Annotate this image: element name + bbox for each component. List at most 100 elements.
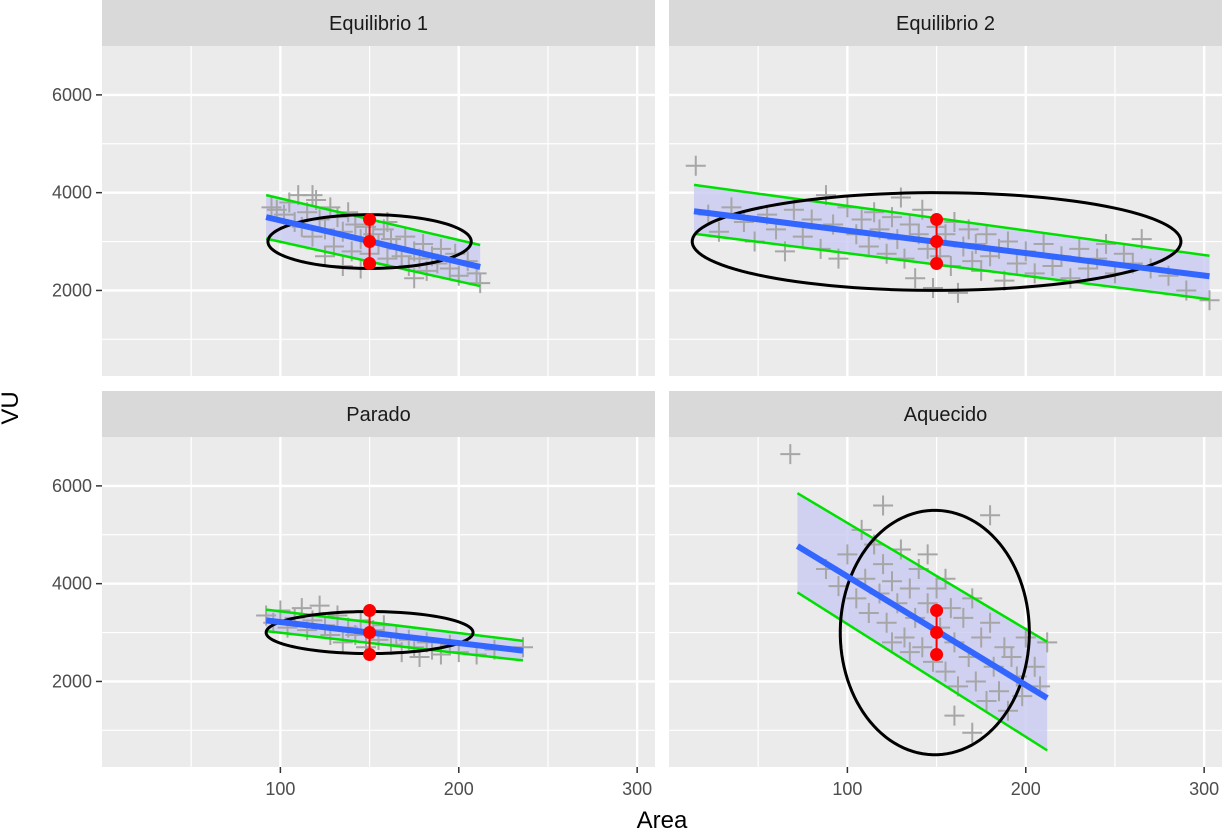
data-point [976, 224, 997, 245]
data-point [912, 637, 933, 658]
data-point [917, 593, 938, 614]
prediction-marker [363, 626, 377, 640]
data-point [780, 444, 801, 465]
y-axis-title: VU [0, 391, 24, 424]
data-point [345, 214, 366, 235]
data-point [873, 495, 894, 516]
prediction-marker [363, 604, 377, 618]
ellipse [838, 508, 1031, 757]
data-point [947, 282, 968, 303]
data-point [314, 246, 335, 267]
data-point [962, 251, 983, 272]
data-point [899, 578, 920, 599]
panel-strip-title: Equilibrio 2 [896, 13, 995, 35]
x-axis-title: Area [637, 807, 688, 831]
data-point [1069, 238, 1090, 259]
panel-strip-title: Parado [346, 404, 411, 426]
x-tick-label: 300 [622, 779, 652, 799]
prediction-marker [930, 648, 944, 662]
prediction-marker [930, 626, 944, 640]
data-point [858, 603, 879, 623]
prediction-marker [930, 257, 944, 271]
data-point [1024, 263, 1045, 284]
data-point [332, 632, 353, 653]
ellipse [264, 610, 475, 656]
panel-strip-title: Aquecido [904, 404, 987, 426]
data-point [899, 214, 920, 235]
x-tick-label: 100 [265, 779, 295, 799]
regression-line [693, 208, 1210, 280]
data-point [1033, 234, 1054, 254]
data-point [858, 236, 879, 257]
data-point [1015, 627, 1036, 648]
panel-background [102, 437, 655, 767]
data-point [894, 627, 915, 648]
data-point [965, 671, 986, 692]
prediction-marker [363, 213, 377, 227]
lower-limit-line [796, 591, 1048, 752]
data-point [864, 202, 885, 223]
data-point [876, 243, 897, 264]
data-point [792, 226, 813, 247]
data-point [935, 661, 956, 682]
data-point [989, 681, 1010, 702]
data-point [1060, 268, 1081, 289]
data-point [851, 519, 872, 540]
data-point [261, 197, 282, 218]
data-point [905, 268, 926, 289]
data-point [899, 642, 920, 663]
prediction-marker [363, 257, 377, 271]
panel-0: Equilibrio 1 2000 4000 6000 [52, 0, 655, 376]
lower-limit-line [265, 629, 524, 662]
y-tick-label: 2000 [52, 280, 92, 300]
data-point [395, 226, 416, 247]
panel-2: Parado 2000 4000 6000 100 200 300 [52, 391, 655, 799]
data-point [881, 571, 902, 592]
upper-limit-line [693, 183, 1210, 257]
data-point [940, 598, 961, 619]
x-tick-label: 200 [1011, 779, 1041, 799]
data-point [685, 155, 706, 176]
data-point [846, 588, 867, 609]
y-tick-label: 2000 [52, 671, 92, 691]
data-point [1037, 632, 1058, 653]
regression-line [795, 543, 1049, 701]
panel-1: Equilibrio 2 [669, 0, 1222, 376]
panel-strip [102, 391, 655, 437]
data-point [881, 632, 902, 653]
data-point [980, 505, 1001, 526]
panel-3: Aquecido 100 200 300 [669, 391, 1222, 799]
data-point [926, 578, 947, 599]
y-tick-label: 6000 [52, 476, 92, 496]
panel-strip [669, 0, 1222, 46]
y-tick-label: 4000 [52, 183, 92, 203]
data-point [944, 705, 965, 726]
data-point [962, 722, 983, 743]
data-point [837, 544, 858, 565]
data-point [917, 544, 938, 565]
data-point [890, 187, 911, 208]
data-point [327, 605, 348, 626]
data-point [881, 207, 902, 228]
data-point [470, 273, 491, 294]
y-tick-label: 6000 [52, 85, 92, 105]
ellipse [690, 191, 1183, 292]
upper-limit-line [796, 492, 1048, 643]
x-tick-label: 200 [444, 779, 474, 799]
y-tick-label: 4000 [52, 574, 92, 594]
prediction-marker [363, 648, 377, 662]
data-point [828, 576, 849, 597]
data-point [1024, 656, 1045, 677]
data-point [1096, 234, 1117, 254]
prediction-marker [930, 235, 944, 249]
data-point [923, 278, 944, 298]
regression-line [265, 617, 524, 654]
data-point [971, 627, 992, 648]
data-point [1001, 647, 1022, 667]
x-tick-label: 100 [832, 779, 862, 799]
data-point [980, 612, 1001, 633]
data-point [953, 607, 974, 628]
data-point [851, 209, 872, 230]
data-point [976, 691, 997, 711]
